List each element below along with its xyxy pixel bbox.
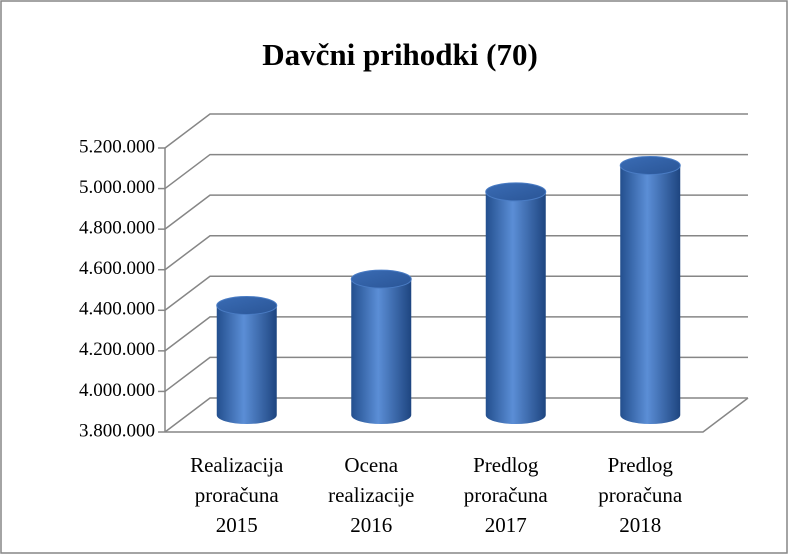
x-tick-label: Ocena realizacije 2016 xyxy=(328,453,414,537)
bar-body xyxy=(620,165,681,424)
y-tick-label: 4.200.000 xyxy=(79,339,155,360)
label-line: 2017 xyxy=(485,513,527,537)
label-line: proračuna xyxy=(464,483,549,507)
grid-line xyxy=(164,194,748,230)
label-line: proračuna xyxy=(598,483,683,507)
x-tick-label: Predlog proračuna 2018 xyxy=(598,453,683,537)
label-line: Realizacija xyxy=(190,453,284,477)
grid-line xyxy=(164,234,748,271)
bar-body xyxy=(216,305,277,424)
bar xyxy=(485,182,547,424)
bar xyxy=(350,269,412,424)
label-line: realizacije xyxy=(328,483,414,507)
bar xyxy=(619,155,681,424)
floor xyxy=(165,397,749,433)
label-line: Predlog xyxy=(608,453,674,477)
label-line: proračuna xyxy=(195,483,280,507)
y-tick-label: 5.000.000 xyxy=(79,177,155,198)
chart-title: Davčni prihodki (70) xyxy=(262,37,538,72)
bar xyxy=(216,295,278,424)
y-tick-label: 4.600.000 xyxy=(79,258,155,279)
label-line: Ocena xyxy=(344,453,398,477)
grid-line xyxy=(164,397,748,433)
label-line: 2016 xyxy=(350,513,392,537)
y-tick-label: 4.800.000 xyxy=(79,218,155,239)
x-tick-label: Realizacija proračuna 2015 xyxy=(190,453,284,537)
y-tick-label: 4.000.000 xyxy=(79,380,155,401)
label-line: Predlog xyxy=(473,453,539,477)
grid-line xyxy=(164,356,748,393)
label-line: 2015 xyxy=(216,513,258,537)
y-tick-label: 3.800.000 xyxy=(79,420,155,441)
grid-line xyxy=(164,275,748,311)
grid-line xyxy=(164,113,748,149)
y-tick-label: 4.400.000 xyxy=(79,299,155,320)
y-tick-label: 5.200.000 xyxy=(79,136,155,157)
grid-line xyxy=(164,153,748,190)
bar-top xyxy=(216,295,278,315)
bar-top xyxy=(485,182,547,202)
grid-line xyxy=(164,316,748,352)
bar-top xyxy=(619,155,681,175)
bar-body xyxy=(351,279,412,424)
bar-top xyxy=(350,269,412,289)
bar-body xyxy=(485,191,546,424)
x-tick-label: Predlog proračuna 2017 xyxy=(464,453,549,537)
label-line: 2018 xyxy=(619,513,661,537)
